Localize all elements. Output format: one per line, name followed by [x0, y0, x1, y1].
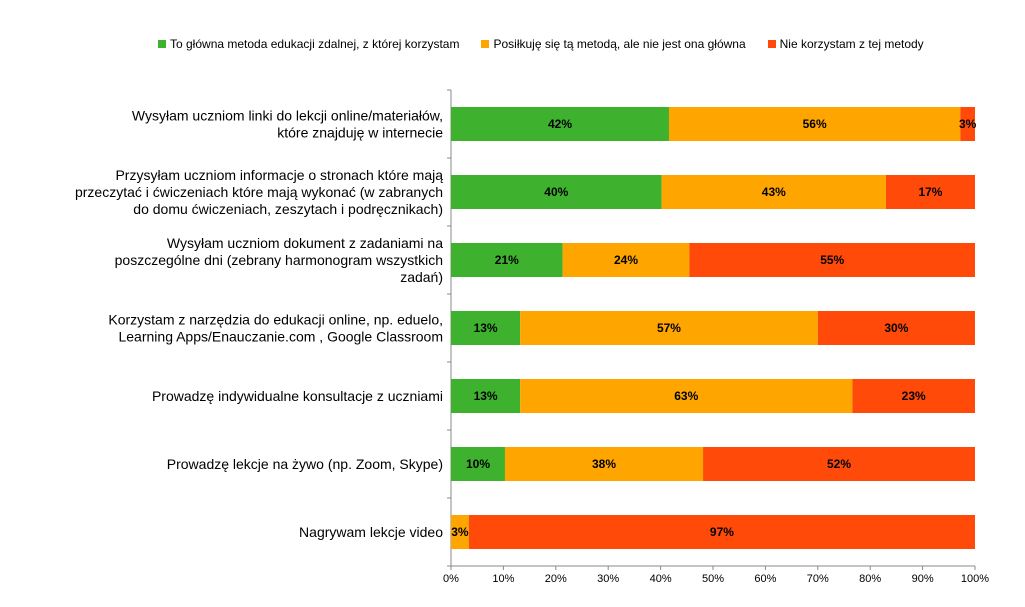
data-label: 97%	[710, 525, 734, 539]
x-tick-label: 10%	[492, 573, 514, 585]
data-label: 55%	[820, 253, 844, 267]
data-label: 38%	[592, 457, 616, 471]
data-label: 42%	[548, 117, 572, 131]
data-label: 17%	[918, 185, 942, 199]
x-tick-label: 90%	[912, 573, 934, 585]
data-label: 3%	[451, 525, 469, 539]
bar-segment	[885, 175, 975, 209]
bar-segment	[817, 311, 975, 345]
data-label: 13%	[474, 389, 498, 403]
bar-segment	[504, 447, 704, 481]
data-label: 56%	[803, 117, 827, 131]
x-tick-label: 70%	[807, 573, 829, 585]
bar-segment	[520, 311, 818, 345]
legend-item: To główna metoda edukacji zdalnej, z któ…	[158, 37, 459, 51]
data-label: 10%	[466, 457, 490, 471]
legend-label: To główna metoda edukacji zdalnej, z któ…	[170, 37, 460, 51]
bar-segment	[668, 107, 961, 141]
bar-segment	[562, 243, 690, 277]
legend-label: Nie korzystam z tej metody	[779, 37, 924, 51]
data-label: 52%	[827, 457, 851, 471]
data-label: 40%	[544, 185, 568, 199]
data-label: 43%	[762, 185, 786, 199]
data-label: 30%	[884, 321, 908, 335]
category-label: Wysyłam uczniom dokument z zadaniami na p…	[115, 235, 444, 285]
x-tick-label: 40%	[650, 573, 672, 585]
legend-swatch	[767, 40, 776, 48]
bar-segment	[852, 379, 975, 413]
data-label: 3%	[959, 117, 977, 131]
data-label: 63%	[674, 389, 698, 403]
x-tick-label: 80%	[859, 573, 881, 585]
x-tick-label: 20%	[545, 573, 567, 585]
data-label: 57%	[657, 321, 681, 335]
legend-swatch	[481, 40, 490, 48]
legend-label: Posiłkuję się tą metodą, ale nie jest on…	[493, 37, 746, 51]
legend-item: Posiłkuję się tą metodą, ale nie jest on…	[481, 37, 746, 51]
bar-segment	[703, 447, 975, 481]
x-tick-label: 60%	[754, 573, 776, 585]
data-label: 13%	[474, 321, 498, 335]
bar-segment	[520, 379, 853, 413]
bar-segment	[960, 107, 975, 141]
legend-item: Nie korzystam z tej metody	[767, 37, 924, 51]
x-tick-label: 50%	[702, 573, 724, 585]
bar-segment	[468, 515, 975, 549]
x-tick-label: 0%	[443, 573, 459, 585]
bar-segment	[451, 107, 669, 141]
bar-segment	[451, 243, 563, 277]
bar-segment	[451, 175, 662, 209]
category-label: Prowadzę lekcje na żywo (np. Zoom, Skype…	[167, 456, 443, 472]
data-label: 24%	[614, 253, 638, 267]
category-label: Prowadzę indywidualne konsultacje z uczn…	[152, 388, 443, 404]
legend-swatch	[158, 40, 166, 48]
x-tick-label: 30%	[597, 573, 619, 585]
bar-segment	[451, 447, 505, 481]
category-label: Wysyłam uczniom linki do lekcji online/m…	[132, 108, 443, 141]
bar-segment	[451, 379, 521, 413]
data-label: 23%	[902, 389, 926, 403]
bar-segment	[451, 311, 521, 345]
x-tick-label: 100%	[961, 573, 989, 585]
data-label: 21%	[495, 253, 519, 267]
category-label: Przysyłam uczniom informacje o stronach …	[75, 167, 443, 217]
bar-segment	[689, 243, 975, 277]
bar-segment	[451, 515, 469, 549]
chart-legend: To główna metoda edukacji zdalnej, z któ…	[158, 37, 946, 51]
category-label: Nagrywam lekcje video	[299, 524, 443, 540]
category-label: Korzystam z narzędzia do edukacji online…	[108, 312, 443, 345]
bar-segment	[661, 175, 886, 209]
